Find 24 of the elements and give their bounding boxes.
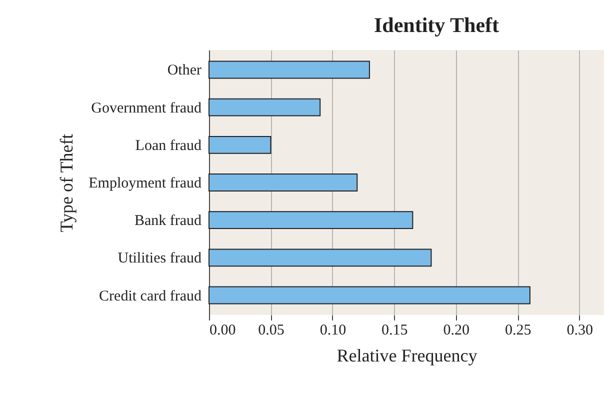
y-tick-label: Loan fraud	[135, 138, 202, 154]
y-tick-label: Employment fraud	[88, 176, 202, 192]
x-axis-title: Relative Frequency	[336, 346, 478, 366]
bar	[208, 98, 321, 116]
bar	[208, 248, 432, 267]
y-tick-label: Utilities fraud	[118, 250, 202, 267]
bar	[208, 174, 358, 192]
chart-title: Identity Theft	[374, 13, 500, 37]
y-tick-label: Credit card fraud	[99, 288, 202, 304]
y-tick-label: Bank fraud	[134, 213, 202, 230]
y-axis-title: Type of Theft	[56, 134, 77, 232]
bar	[208, 286, 530, 304]
bar	[208, 60, 370, 79]
x-tick-label: 0.00	[210, 322, 236, 338]
bar	[208, 136, 272, 154]
y-tick-label: Other	[167, 62, 202, 79]
bar	[208, 211, 414, 230]
y-tick-label: Government fraud	[91, 100, 202, 116]
x-tick-label: 0.15	[382, 322, 408, 338]
x-tick-label: 0.05	[258, 322, 284, 338]
x-tick-label: 0.10	[320, 322, 346, 338]
x-tick-label: 0.25	[504, 322, 532, 338]
x-tick-label: 0.30	[566, 322, 593, 338]
x-tick-label: 0.20	[443, 322, 470, 338]
